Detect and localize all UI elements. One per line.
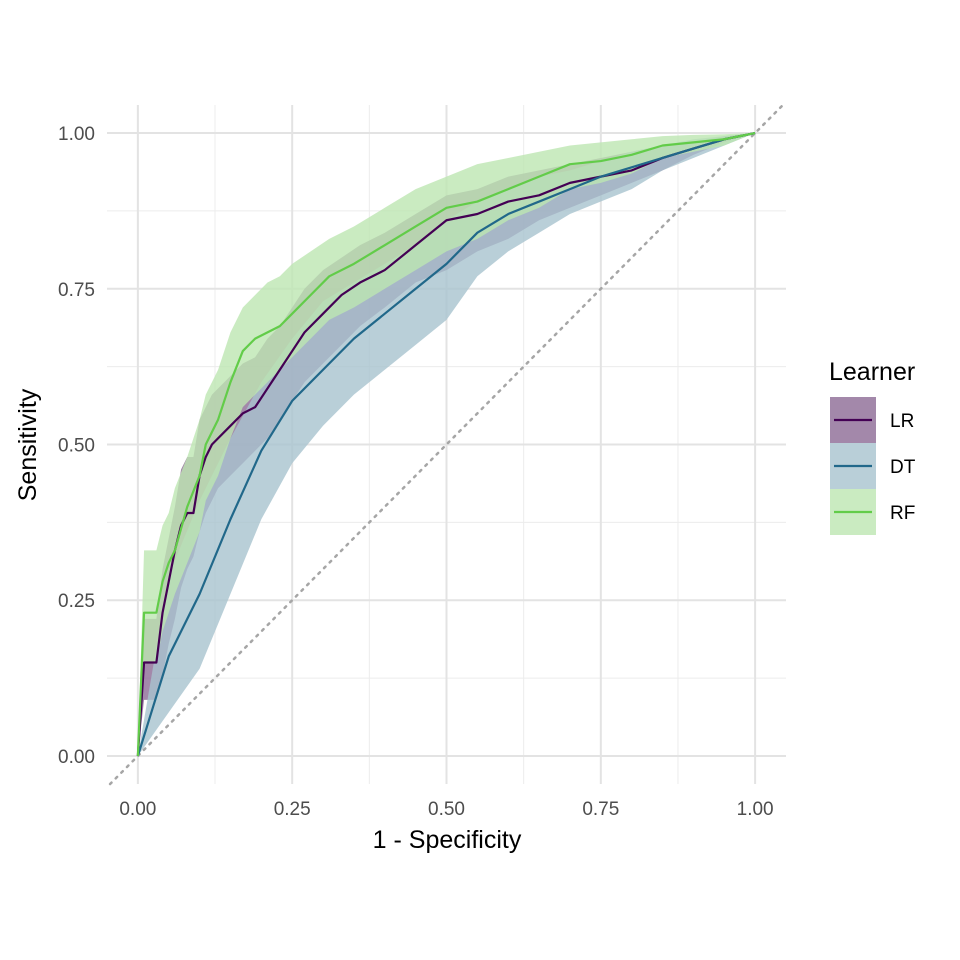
diagonal-reference-line: [108, 103, 785, 786]
x-tick-label: 1.00: [737, 799, 774, 820]
ribbon-dt: [137, 133, 756, 756]
roc-line-dt: [136, 131, 756, 757]
y-tick-label: 1.00: [58, 124, 95, 145]
y-tick-label: 0.50: [58, 436, 95, 457]
reference-diagonal: [108, 103, 785, 786]
ribbon-rf: [137, 133, 756, 756]
x-axis-ticks: 0.00 0.25 0.50 0.75 1.00: [119, 799, 773, 820]
x-tick-label: 0.75: [582, 799, 619, 820]
legend-item-dt: DT: [830, 443, 916, 489]
legend-label: DT: [890, 457, 916, 478]
x-axis-title: 1 - Specificity: [373, 826, 522, 854]
legend: Learner LR DT RF: [829, 358, 916, 535]
y-axis-title: Sensitivity: [14, 388, 42, 501]
roc-curves: [136, 131, 756, 757]
x-tick-label: 0.00: [119, 799, 156, 820]
y-tick-label: 0.00: [58, 747, 95, 768]
legend-title: Learner: [829, 358, 915, 386]
roc-line-rf: [136, 131, 756, 757]
legend-item-lr: LR: [830, 397, 914, 443]
y-axis-ticks: 0.00 0.25 0.50 0.75 1.00: [58, 124, 95, 768]
y-tick-label: 0.25: [58, 591, 95, 612]
x-tick-label: 0.25: [274, 799, 311, 820]
legend-item-rf: RF: [830, 489, 915, 535]
y-tick-label: 0.75: [58, 280, 95, 301]
legend-label: RF: [890, 503, 915, 524]
legend-label: LR: [890, 411, 914, 432]
confidence-ribbons: [137, 133, 756, 756]
x-tick-label: 0.50: [428, 799, 465, 820]
legend-items: LR DT RF: [830, 397, 916, 535]
